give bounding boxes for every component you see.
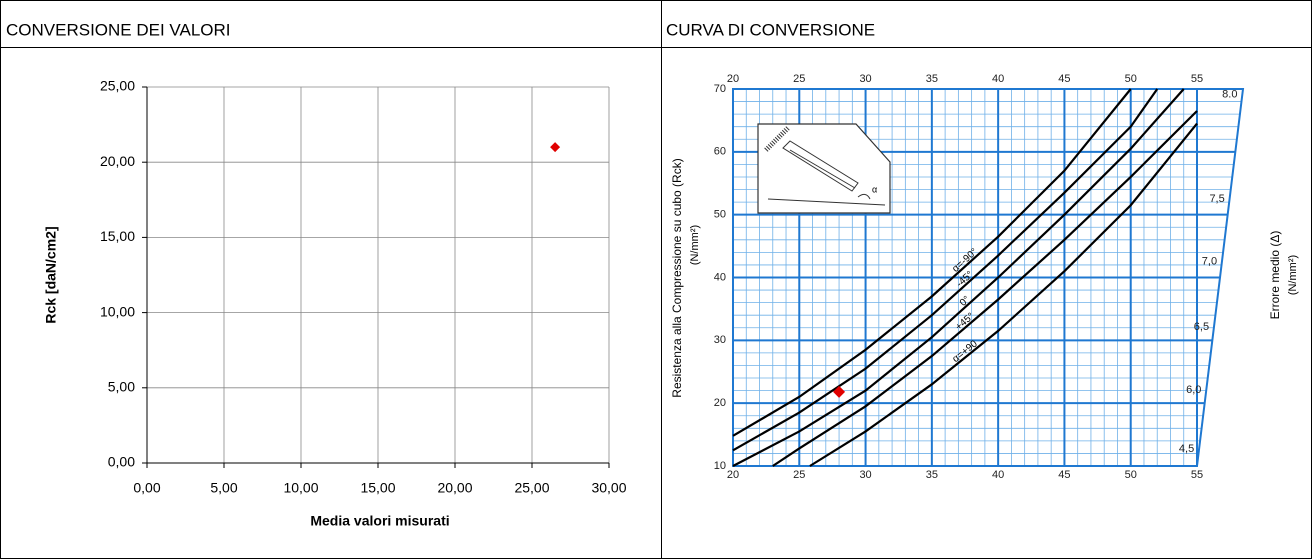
svg-text:α: α (872, 184, 877, 194)
y-tick-label: 0,00 (108, 454, 135, 470)
x-tick-label-top: 20 (727, 73, 739, 85)
plot-border (732, 88, 1245, 467)
x-tick-label-top: 25 (793, 73, 805, 85)
x-tick-label-top: 40 (992, 73, 1004, 85)
conversion-curve (809, 122, 1198, 467)
x-tick-label: 15,00 (360, 480, 395, 496)
y-tick-label: 70 (714, 83, 726, 95)
y-axis-title: Rck [daN/cm2] (43, 226, 59, 323)
x-tick-label: 20,00 (437, 480, 472, 496)
instrument-sketch: α (757, 123, 891, 214)
y2-tick-label: 4,5 (1179, 443, 1194, 455)
y2-tick-label: 6,0 (1186, 384, 1201, 396)
x-tick-label: 0,00 (133, 480, 160, 496)
data-point (833, 385, 846, 398)
x-tick-label: 40 (992, 469, 1004, 481)
x-tick-label: 30 (859, 469, 871, 481)
y-tick-label: 50 (714, 209, 726, 221)
y-tick-label: 20 (714, 397, 726, 409)
y2-tick-label: 8.0 (1222, 88, 1237, 100)
x-tick-label-top: 45 (1058, 73, 1070, 85)
x-tick-label: 35 (926, 469, 938, 481)
y-tick-label: 20,00 (100, 153, 135, 169)
x-tick-label-top: 30 (859, 73, 871, 85)
x-tick-label: 25 (793, 469, 805, 481)
y-tick-label: 5,00 (108, 379, 135, 395)
conversion-curve (772, 110, 1198, 467)
y-axis-unit: (N/mm²) (689, 225, 701, 265)
x-tick-label: 50 (1125, 469, 1137, 481)
x-tick-label: 20 (727, 469, 739, 481)
y2-tick-label: 7,5 (1209, 193, 1224, 205)
x-tick-label-top: 50 (1125, 73, 1137, 85)
y-tick-label: 60 (714, 146, 726, 158)
y-tick-label: 10 (714, 460, 726, 472)
conversion-curve (732, 88, 1132, 437)
conversion-curve (732, 88, 1185, 467)
y-tick-label: 10,00 (100, 303, 135, 319)
y-tick-label: 25,00 (100, 78, 135, 94)
x-tick-label-top: 35 (926, 73, 938, 85)
x-tick-label-top: 55 (1191, 73, 1203, 85)
y-tick-label: 15,00 (100, 228, 135, 244)
x-tick-label: 25,00 (514, 480, 549, 496)
y-tick-label: 30 (714, 334, 726, 346)
x-tick-label: 30,00 (591, 480, 626, 496)
x-tick-label: 10,00 (283, 480, 318, 496)
y-tick-label: 40 (714, 271, 726, 283)
y2-axis-unit: (N/mm²) (1287, 255, 1299, 295)
y2-axis-title: Errore medio (Δ) (1268, 231, 1282, 320)
y-axis-title: Resistenza alla Compressione su cubo (Rc… (670, 158, 684, 397)
x-tick-label: 45 (1058, 469, 1070, 481)
panel-title: CONVERSIONE DEI VALORI (6, 20, 231, 39)
y2-tick-label: 7,0 (1202, 256, 1217, 268)
y2-tick-label: 6,5 (1194, 321, 1209, 333)
conversion-curve (732, 88, 1159, 452)
panel-title: CURVA DI CONVERSIONE (666, 20, 875, 39)
x-tick-label: 55 (1191, 469, 1203, 481)
x-tick-label: 5,00 (210, 480, 237, 496)
x-axis-title: Media valori misurati (310, 513, 449, 529)
data-point (550, 142, 561, 153)
